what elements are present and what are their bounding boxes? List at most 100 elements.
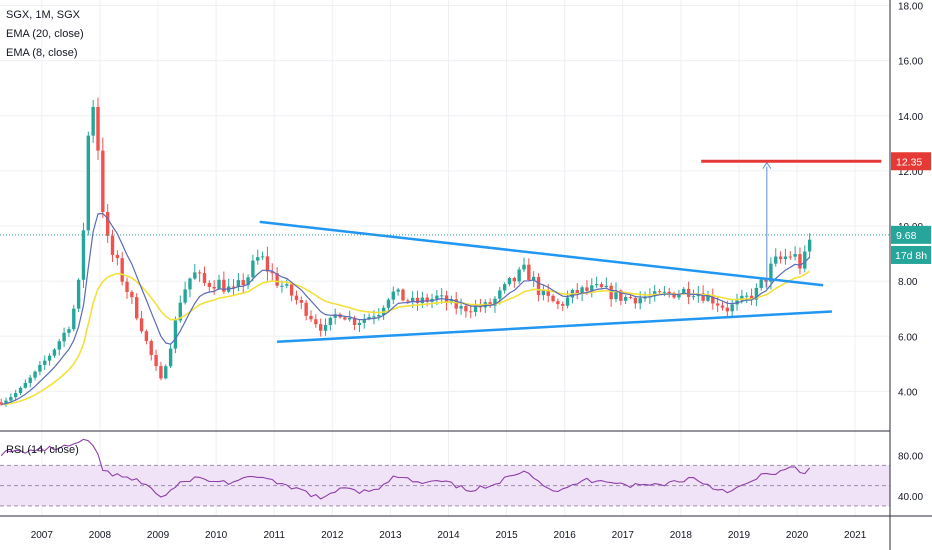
chart-legend: SGX, 1M, SGX EMA (20, close) EMA (8, clo… xyxy=(6,6,84,63)
candle-up xyxy=(783,256,788,260)
candle-down xyxy=(318,324,323,331)
candle-up xyxy=(178,302,182,321)
candle-down xyxy=(561,304,565,306)
candle-up xyxy=(23,382,28,388)
candle-up xyxy=(730,304,734,312)
time-tick-label: 2012 xyxy=(321,530,344,541)
candle-down xyxy=(154,355,158,367)
candle-down xyxy=(304,302,308,316)
legend-ema8: EMA (8, close) xyxy=(6,47,78,59)
target-price-badge xyxy=(891,152,931,171)
candle-up xyxy=(522,264,526,270)
candle-up xyxy=(62,332,66,342)
candle-up xyxy=(280,285,284,287)
candle-down xyxy=(715,303,720,306)
candle-up xyxy=(285,284,289,286)
candle-up xyxy=(47,355,52,361)
legend-symbol: SGX, 1M, SGX xyxy=(6,9,80,21)
legend-ema20: EMA (20, close) xyxy=(6,28,84,40)
candle-up xyxy=(420,297,425,304)
candle-down xyxy=(265,256,270,272)
candle-down xyxy=(135,297,139,319)
candle-up xyxy=(72,308,76,330)
candle-up xyxy=(193,272,197,279)
candle-up xyxy=(614,290,618,300)
candle-up xyxy=(372,316,376,318)
candle-up xyxy=(803,251,807,269)
candle-down xyxy=(314,319,318,325)
candle-down xyxy=(609,285,613,300)
candle-down xyxy=(241,280,245,286)
candle-up xyxy=(13,393,18,398)
candle-up xyxy=(677,293,681,298)
candle-up xyxy=(754,287,759,300)
candle-up xyxy=(333,314,337,318)
candle-up xyxy=(643,297,647,299)
candle-up xyxy=(260,256,265,258)
rsi-tick-label: 80.00 xyxy=(898,451,923,462)
candle-down xyxy=(207,282,212,287)
candle-down xyxy=(144,331,149,341)
candle-down xyxy=(425,297,429,302)
candle-up xyxy=(256,257,260,261)
candle-down xyxy=(527,264,531,280)
price-tick-label: 6.00 xyxy=(898,332,918,343)
candle-up xyxy=(793,254,797,257)
candle-down xyxy=(701,293,705,301)
candle-up xyxy=(473,305,478,312)
candle-up xyxy=(507,278,512,285)
time-tick-label: 2021 xyxy=(844,530,867,541)
candle-down xyxy=(212,286,216,289)
price-tick-label: 12.00 xyxy=(898,167,923,178)
candle-down xyxy=(667,291,671,293)
candle-up xyxy=(769,263,773,282)
candle-up xyxy=(173,320,178,349)
time-tick-label: 2011 xyxy=(263,530,285,541)
last-price-badge xyxy=(891,225,931,244)
ema8-line xyxy=(1,212,811,405)
candle-up xyxy=(188,278,192,290)
candle-down xyxy=(0,402,3,405)
candle-up xyxy=(498,290,502,299)
time-tick-label: 2013 xyxy=(379,530,402,541)
time-tick-label: 2014 xyxy=(437,530,460,541)
price-tick-label: 16.00 xyxy=(898,57,923,68)
candle-up xyxy=(217,279,221,289)
candle-down xyxy=(270,271,274,274)
candle-up xyxy=(183,289,187,303)
candle-down xyxy=(289,284,294,296)
time-tick-label: 2009 xyxy=(147,530,170,541)
candle-down xyxy=(686,288,691,297)
candle-up xyxy=(9,397,13,401)
candle-down xyxy=(96,106,100,151)
candle-down xyxy=(352,317,357,326)
candle-up xyxy=(28,377,32,383)
candle-up xyxy=(459,306,463,309)
candle-down xyxy=(125,281,129,292)
candles xyxy=(0,97,812,407)
countdown-label: 17d 8h xyxy=(895,250,927,262)
candle-up xyxy=(81,230,86,280)
candle-up xyxy=(774,256,778,264)
candle-up xyxy=(357,322,362,326)
candle-down xyxy=(749,295,754,300)
candle-up xyxy=(623,296,628,301)
candle-up xyxy=(580,287,584,294)
candle-down xyxy=(110,235,115,255)
candle-down xyxy=(764,279,768,282)
candle-down xyxy=(120,258,124,282)
candle-down xyxy=(633,297,638,304)
price-tick-label: 14.00 xyxy=(898,112,923,123)
candle-down xyxy=(469,311,473,313)
candle-down xyxy=(657,291,662,293)
candle-up xyxy=(440,295,444,297)
candle-up xyxy=(759,279,763,288)
candle-up xyxy=(348,317,352,320)
candle-up xyxy=(565,297,570,306)
upper-trendline xyxy=(259,220,824,287)
candle-down xyxy=(202,273,207,283)
candle-down xyxy=(415,297,420,304)
candle-down xyxy=(720,305,725,308)
price-tick-label: 4.00 xyxy=(898,387,918,398)
candle-up xyxy=(236,280,241,288)
